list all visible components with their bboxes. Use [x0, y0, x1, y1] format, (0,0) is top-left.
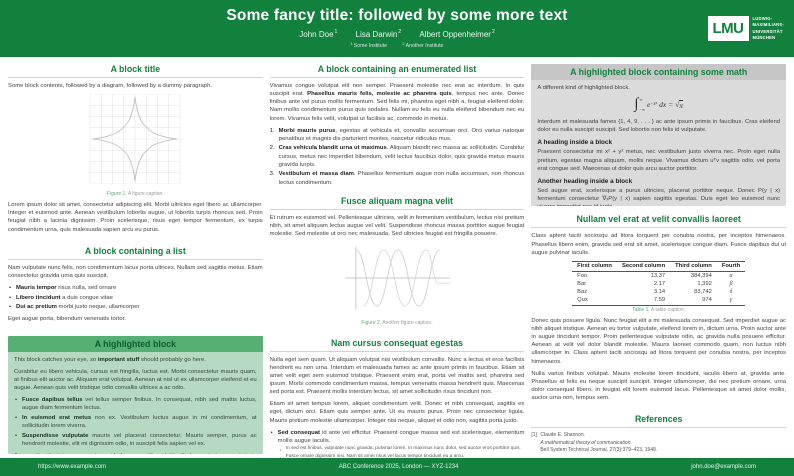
list-item: Sed consequat id ante vel efficitur. Pra… — [270, 429, 525, 458]
poster-body: A block title Some block contents, follo… — [0, 57, 794, 458]
list-item: Libero tincidunt a duis congue vitae — [8, 294, 263, 302]
footer-website: https://www.example.com — [38, 464, 107, 470]
sub-list-item: Fusce ornare dignissim nisi. Nam sit ame… — [279, 454, 525, 458]
institute: 1Some Institute — [350, 40, 387, 50]
paragraph: Nam vulputate nunc felis, non condimentu… — [8, 264, 263, 279]
block-containing-a-list: A block containing a list Nam vulputate … — [8, 246, 263, 328]
list-item: Mauris tempor risus nulla, sed ornare — [8, 284, 263, 292]
paragraph: Some block contents, followed by a diagr… — [8, 83, 212, 89]
block-heading: References — [531, 414, 787, 429]
list-item: Suspendisse vulputate mauris vel placera… — [14, 432, 257, 448]
paragraph: Nulla varius finibus volutpat. Mauris mo… — [531, 370, 787, 402]
lmu-logo-wordmark: LUDWIG- MAXIMILIANS- UNIVERSITÄT MÜNCHEN — [752, 16, 784, 40]
table-row: Bar 2.17 1,392 β — [577, 280, 733, 287]
figure-2 — [270, 243, 525, 318]
block-heading: A block title — [8, 64, 263, 78]
footer-email: john.doe@example.com — [691, 464, 756, 470]
institute: 2Another Institute — [402, 40, 444, 50]
enumerated-item: 1. Morbi mauris purus, egestas at vehicul… — [269, 127, 525, 142]
paragraph: Etiam sit amet tempus lorem, aliquet con… — [269, 401, 525, 424]
display-formula: ∫ ∞ −∞ e −x² dx = √ π — [634, 96, 684, 113]
highlighted-block: A highlighted block This block catches y… — [8, 335, 263, 454]
figure-caption: Figure 2. Another figure caption. — [361, 319, 433, 326]
paragraph: Aenean tincidunt risus eros, at gravida … — [14, 452, 257, 454]
table-row: Qux 7.59 974 γ — [572, 295, 746, 306]
author: John Doe1 — [299, 29, 338, 39]
enumerated-item: 3. Vestibulum et massa diam. Phasellus fe… — [269, 171, 525, 186]
inner-heading: A heading inside a block — [537, 139, 613, 147]
highlighted-block-heading: A highlighted block — [8, 335, 263, 352]
footer-conference: ABC Conference 2025, London — XYZ-1234 — [338, 464, 459, 470]
paragraph: Praesent consectetur mi x² + y² metus, n… — [537, 149, 781, 172]
paragraph: A different kind of highlighted block. — [537, 85, 630, 91]
paragraph: Lorem ipsum dolor sit amet, consectetur … — [8, 202, 263, 233]
block-enumerated-list: A block containing an enumerated list Vi… — [269, 64, 525, 188]
table-caption: Table 1. A table caption. — [632, 306, 686, 313]
author: Lisa Darwin2 — [355, 29, 402, 39]
block-heading: A block containing an enumerated list — [269, 64, 525, 78]
column-middle: A block containing an enumerated list Vi… — [269, 64, 525, 458]
block-nullam-vel-erat: Nullam vel erat at velit convallis laore… — [531, 214, 787, 406]
block-heading: A block containing a list — [8, 246, 263, 260]
list-item: Dui ac pretium morbi justo neque, ullamc… — [8, 303, 263, 311]
block-heading: Fusce aliquam magna velit — [269, 196, 525, 211]
lmu-logo-acronym: LMU — [707, 16, 749, 42]
block-fusce-aliquam: Fusce aliquam magna velit Et rutrum ex e… — [269, 196, 525, 329]
poster-title: Some fancy title: followed by some more … — [226, 7, 568, 24]
paragraph: Curabitur eu libero vehicula, cursus est… — [14, 368, 257, 391]
data-table: First column Second column Third column … — [572, 260, 746, 306]
poster-header: Some fancy title: followed by some more … — [0, 0, 794, 57]
paragraph: Sed augue erat, scelerisque a purus ultr… — [537, 187, 781, 207]
list-item: Fusce dapibus tellus vel tellus semper f… — [14, 396, 257, 412]
paragraph: This block catches your eye, so importan… — [14, 356, 206, 363]
list-item: In euismod erat metus non ex. Vestibulum… — [14, 414, 257, 430]
author-list: John Doe1 Lisa Darwin2 Albert Oppenheime… — [0, 29, 794, 39]
sine-curves-figure — [345, 246, 451, 310]
paragraph: Nulla eget sem quam. Ut aliquam volutpat… — [269, 356, 525, 396]
institute-list: 1Some Institute 2Another Institute — [0, 41, 794, 50]
paragraph: Class aptent taciti sociosqu ad litora t… — [531, 233, 787, 256]
column-right: A highlighted block containing some math… — [531, 64, 787, 454]
paragraph: Interdum et malesuada fames {1, 4, 9, . … — [537, 119, 781, 134]
paragraph: Vivamus congue volutpat elit non semper.… — [269, 83, 525, 122]
sub-list-item: In sed est finibus, vulputate nunc gravi… — [279, 446, 525, 453]
enumerated-item: 2. Cras vehicula blandit urna ut maximus.… — [269, 145, 525, 168]
column-left: A block title Some block contents, follo… — [8, 64, 263, 454]
block-a-block-title: A block title Some block contents, follo… — [8, 64, 263, 238]
block-references: References [1] Claude E. Shannon. A math… — [531, 414, 787, 454]
table-row: Baz 3.14 83,742 δ — [577, 288, 733, 295]
grid-star-figure — [90, 93, 181, 185]
table-row: Foo 13.37 384,394 α — [577, 272, 733, 279]
reference-entry: [1] Claude E. Shannon. A mathematical th… — [531, 432, 658, 453]
poster-footer: https://www.example.com ABC Conference 2… — [0, 458, 794, 476]
highlighted-block-heading: A highlighted block containing some math — [531, 64, 787, 80]
figure-1 — [8, 93, 263, 189]
block-nam-cursus: Nam cursus consequat egestas Nulla eget … — [269, 338, 525, 458]
block-heading: Nam cursus consequat egestas — [269, 338, 525, 352]
paragraph: Donec quis posuere ligula. Nunc feugiat … — [531, 317, 787, 365]
paragraph: Eget augue porta, bibendum venenatis tor… — [8, 316, 126, 323]
block-heading: Nullam vel erat at velit convallis laore… — [531, 214, 787, 229]
table-header-row: First column Second column Third column … — [572, 260, 746, 272]
author: Albert Oppenheimer2 — [419, 29, 495, 39]
inner-heading: Another heading inside a block — [537, 177, 633, 185]
lmu-logo: LMU LUDWIG- MAXIMILIANS- UNIVERSITÄT MÜN… — [707, 16, 784, 42]
highlighted-math-block: A highlighted block containing some math… — [531, 64, 787, 207]
integral-sign: ∫ — [634, 96, 639, 113]
figure-caption: Figure 1. A figure caption. — [106, 191, 164, 198]
paragraph: Et rutrum ex euismod vel. Pellentesque u… — [269, 215, 525, 238]
